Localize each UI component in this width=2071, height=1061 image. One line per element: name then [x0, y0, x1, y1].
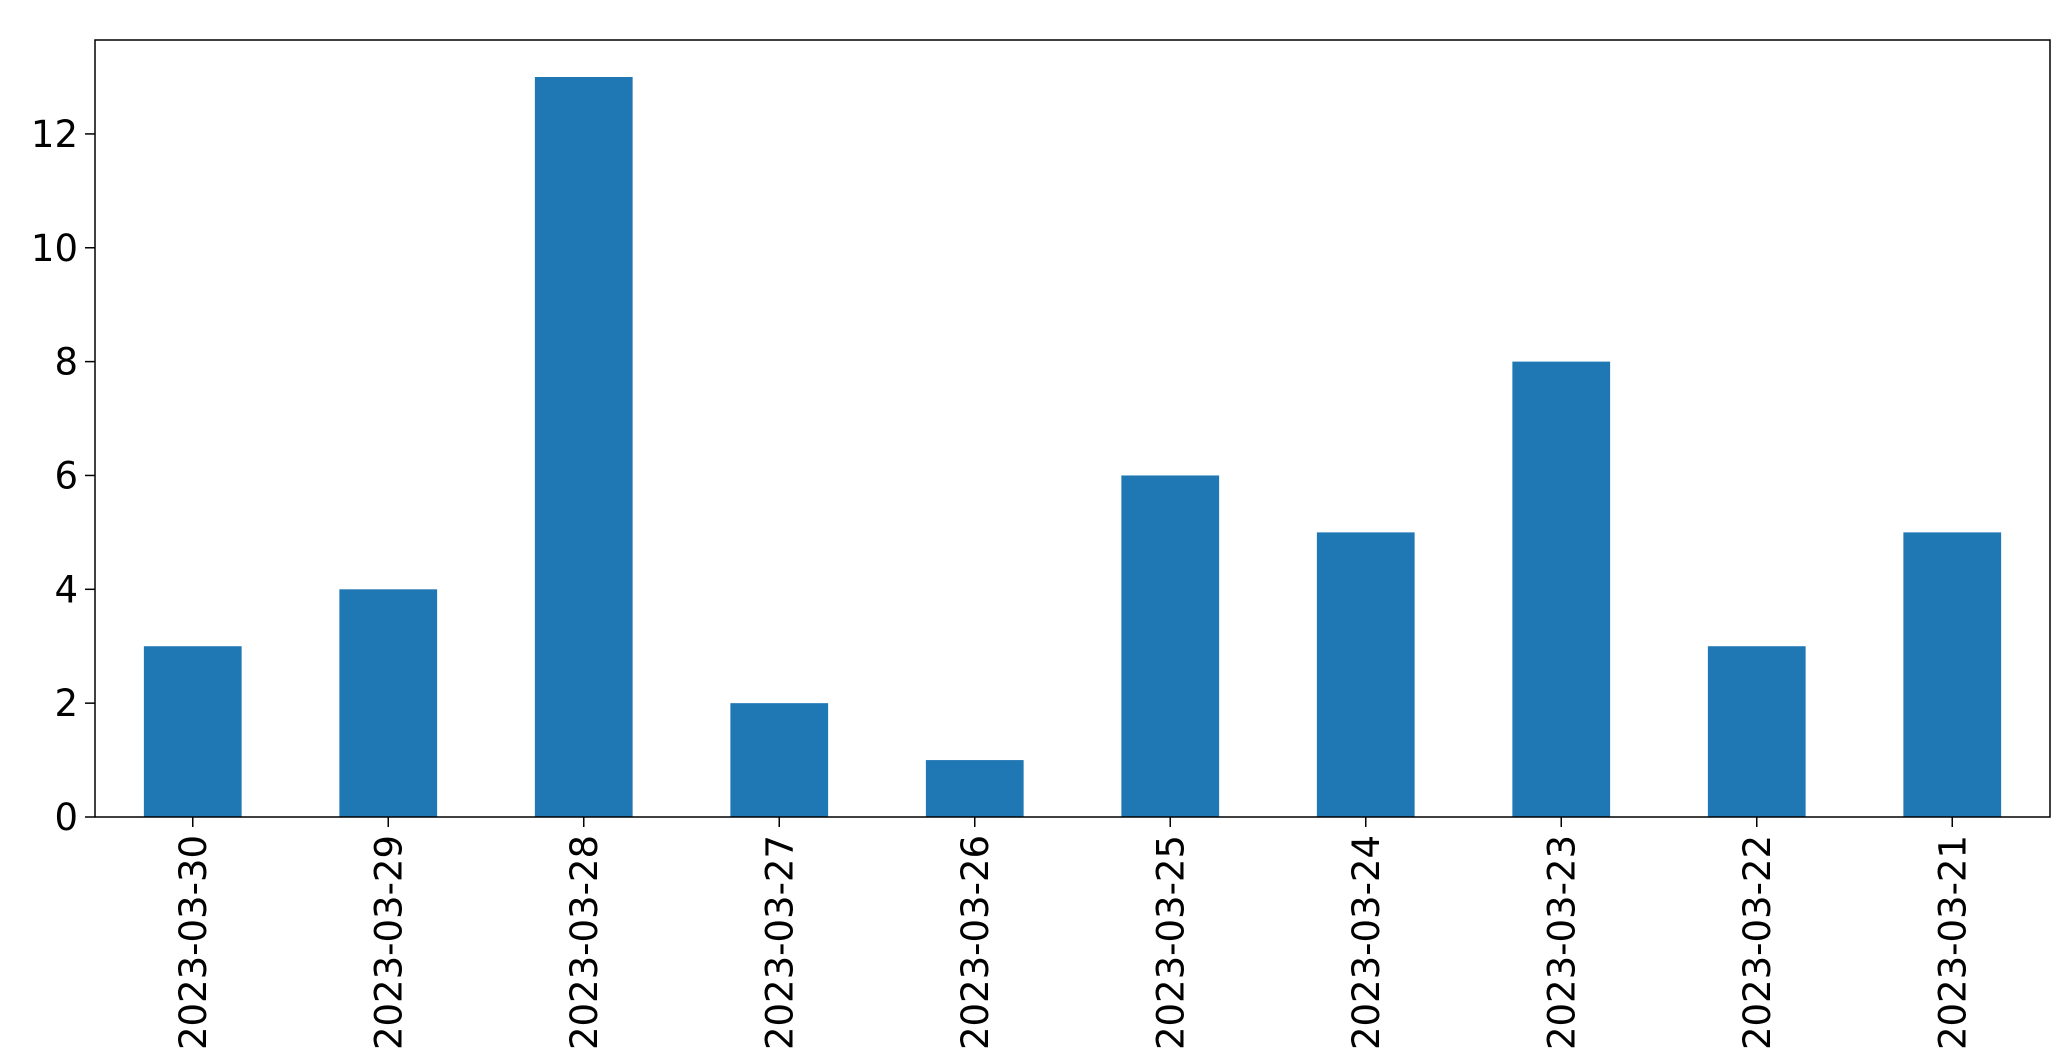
x-tick-label: 2023-03-25 [1149, 835, 1192, 1050]
x-tick-label: 2023-03-22 [1736, 835, 1779, 1050]
bar-2023-03-22 [1707, 646, 1806, 817]
y-tick-label: 4 [54, 568, 78, 611]
bar-2023-03-23 [1512, 361, 1611, 817]
bar-2023-03-27 [730, 703, 829, 817]
x-tick-label: 2023-03-23 [1540, 835, 1583, 1050]
bar-2023-03-30 [143, 646, 242, 817]
x-tick-label: 2023-03-28 [563, 835, 606, 1050]
x-tick-label: 2023-03-24 [1345, 835, 1388, 1050]
y-tick-label: 2 [54, 682, 78, 725]
bars [143, 77, 2002, 817]
bar-2023-03-21 [1903, 532, 2002, 817]
y-tick-label: 6 [54, 454, 78, 497]
x-tick-label: 2023-03-30 [172, 835, 215, 1050]
bar-2023-03-24 [1316, 532, 1415, 817]
y-tick-label: 10 [31, 227, 78, 270]
x-tick-label: 2023-03-21 [1931, 835, 1974, 1050]
bar-2023-03-25 [1121, 475, 1220, 817]
x-tick-label: 2023-03-27 [758, 835, 801, 1050]
plot-frame [94, 39, 2051, 818]
y-tick-label: 12 [31, 113, 78, 156]
y-tick-label: 8 [54, 341, 78, 384]
x-tick-label: 2023-03-29 [367, 835, 410, 1050]
bar-2023-03-26 [925, 760, 1024, 817]
bar-2023-03-29 [339, 589, 438, 817]
x-tick-label: 2023-03-26 [954, 835, 997, 1050]
y-tick-label: 0 [54, 796, 78, 839]
x-axis: 2023-03-30 2023-03-29 2023-03-28 2023-03-27… [172, 817, 1974, 1050]
bar-2023-03-28 [534, 77, 633, 817]
y-axis: 0 2 4 6 8 10 12 [31, 113, 95, 839]
